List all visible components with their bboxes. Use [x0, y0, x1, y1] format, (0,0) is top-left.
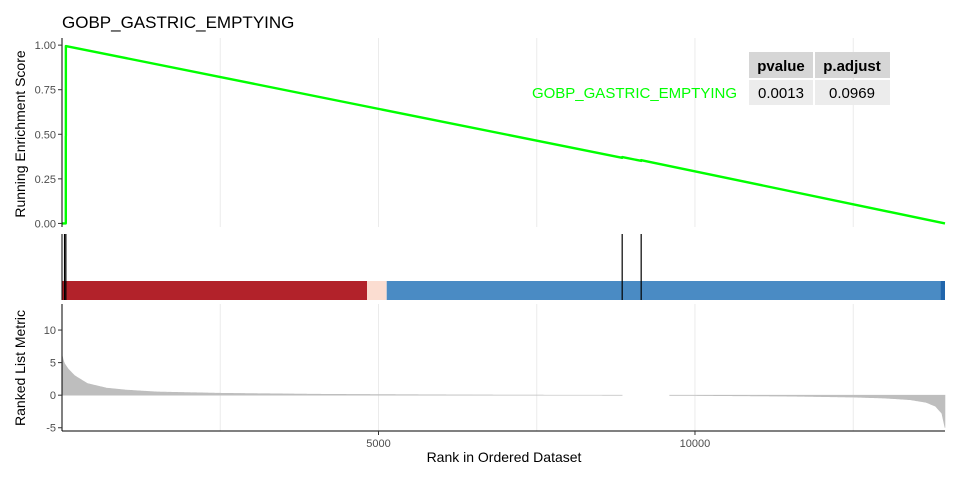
y-tick-label-metric: 5	[50, 358, 56, 370]
y-tick-label-es: 0.25	[35, 174, 56, 186]
x-axis-title: Rank in Ordered Dataset	[427, 449, 582, 465]
y-tick-label-es: 0.00	[35, 218, 56, 230]
es-line	[62, 44, 946, 225]
y-tick-label-es: 0.75	[35, 85, 56, 97]
color-bar-segment	[62, 281, 368, 300]
color-bar-segment	[940, 281, 945, 300]
stats-table: pvalue p.adjust 0.0013 0.0969	[749, 52, 890, 105]
table-header-cell-padjust	[815, 52, 890, 78]
table-header-cell-pvalue	[749, 52, 813, 78]
y-tick-label-metric: 0	[50, 390, 56, 402]
color-bar-segment	[367, 281, 387, 300]
tick-labels: 0.00 0.25 0.50 0.75 1.00 -5 0 5 10 5000 10000	[35, 40, 711, 450]
table-value-padjust: 0.0969	[829, 85, 875, 102]
ranked-metric-area	[61, 354, 946, 428]
table-value-cell-padjust	[815, 80, 890, 105]
axes-layer	[58, 38, 945, 435]
color-bar	[62, 281, 945, 300]
y-axis-title-es: Running Enrichment Score	[12, 50, 28, 218]
hits-layer	[63, 234, 642, 300]
y-tick-label-es: 0.50	[35, 129, 56, 141]
table-value-cell-pvalue	[749, 80, 813, 105]
gene-set-label: GOBP_GASTRIC_EMPTYING	[532, 85, 737, 102]
y-tick-label-es: 1.00	[35, 40, 56, 52]
x-tick-label: 10000	[680, 438, 711, 450]
grid-layer	[219, 38, 854, 431]
y-tick-label-metric: 10	[44, 325, 56, 337]
color-bar-segment	[386, 281, 941, 300]
metric-area-right	[669, 394, 946, 428]
table-value-pvalue: 0.0013	[758, 85, 804, 102]
plot-title: GOBP_GASTRIC_EMPTYING	[62, 13, 294, 32]
y-axis-title-metric: Ranked List Metric	[12, 310, 28, 426]
metric-area-left	[61, 354, 623, 396]
es-line-layer	[62, 44, 946, 225]
x-tick-label: 5000	[366, 438, 390, 450]
table-header-padjust: p.adjust	[823, 58, 881, 75]
table-header-pvalue: pvalue	[757, 58, 805, 75]
y-tick-label-metric: -5	[46, 423, 56, 435]
